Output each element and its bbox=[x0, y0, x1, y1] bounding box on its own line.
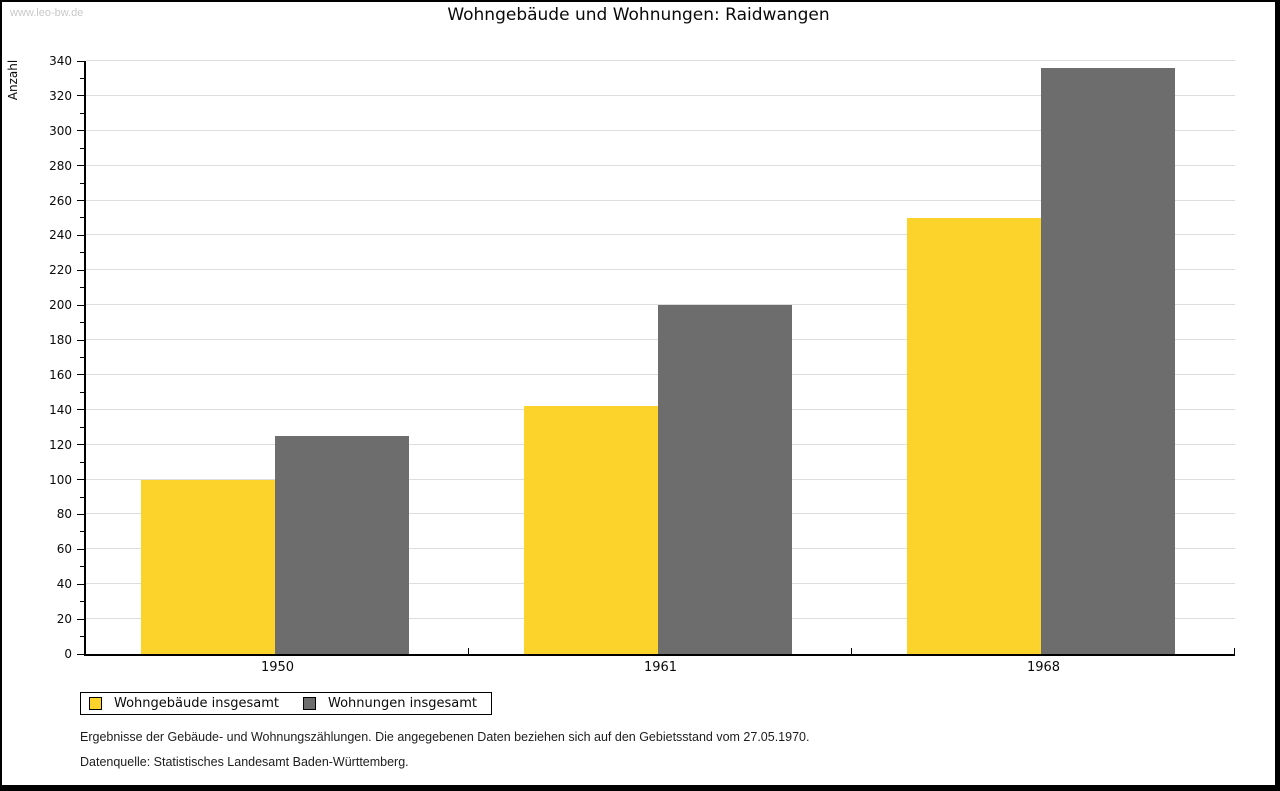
gridline bbox=[86, 94, 1235, 96]
y-axis-minor-tick bbox=[80, 461, 84, 463]
y-axis-tick-label: 60 bbox=[56, 542, 72, 557]
y-axis-tick-label: 320 bbox=[49, 88, 72, 103]
y-axis-minor-tick bbox=[80, 496, 84, 498]
y-axis-tick-label: 340 bbox=[49, 54, 72, 68]
x-category-label: 1968 bbox=[1026, 660, 1061, 675]
bar-1961-wohnungen-insgesamt bbox=[658, 305, 792, 654]
x-category-label: 1961 bbox=[643, 660, 678, 675]
y-axis-tick bbox=[77, 269, 84, 271]
y-axis-tick bbox=[77, 374, 84, 376]
y-axis-minor-tick bbox=[80, 147, 84, 149]
y-axis-tick bbox=[77, 130, 84, 132]
footer-note: Ergebnisse der Gebäude- und Wohnungszähl… bbox=[80, 730, 810, 744]
y-axis-tick-label: 20 bbox=[56, 612, 72, 627]
x-axis-tick bbox=[468, 648, 469, 654]
gridline bbox=[86, 269, 1235, 271]
y-axis-tick bbox=[77, 234, 84, 236]
y-axis-minor-tick bbox=[80, 357, 84, 358]
y-axis-minor-tick bbox=[80, 322, 84, 324]
bar-1950-wohnungen-insgesamt bbox=[275, 436, 409, 654]
y-axis-tick-label: 0 bbox=[64, 647, 72, 661]
legend-box: Wohngebäude insgesamt Wohnungen insgesamt bbox=[80, 692, 492, 715]
y-axis-tick bbox=[77, 339, 84, 341]
y-axis-tick bbox=[77, 409, 84, 411]
legend-item: Wohnungen insgesamt bbox=[303, 696, 477, 711]
y-axis-tick bbox=[77, 548, 84, 550]
gridline bbox=[86, 60, 1235, 61]
y-axis-tick bbox=[77, 165, 84, 167]
y-axis-minor-tick bbox=[80, 112, 84, 114]
gridline bbox=[86, 199, 1235, 201]
y-axis-minor-tick bbox=[80, 601, 84, 603]
y-axis-minor-tick bbox=[80, 531, 84, 533]
y-axis-tick-label: 80 bbox=[56, 507, 72, 522]
y-axis-title: Anzahl bbox=[6, 59, 20, 101]
y-axis-tick-label: 280 bbox=[49, 158, 72, 173]
y-axis-tick-label: 300 bbox=[49, 123, 72, 138]
legend-label: Wohnungen insgesamt bbox=[328, 696, 477, 711]
y-axis-tick bbox=[77, 444, 84, 446]
y-axis-minor-tick bbox=[80, 287, 84, 289]
y-axis-tick-label: 140 bbox=[49, 402, 72, 417]
footer-source: Datenquelle: Statistisches Landesamt Bad… bbox=[80, 755, 409, 769]
gridline bbox=[86, 234, 1235, 236]
y-axis-minor-tick bbox=[80, 182, 84, 184]
y-axis-tick bbox=[77, 60, 84, 62]
y-axis-tick-label: 260 bbox=[49, 193, 72, 208]
site-watermark: www.leo-bw.de bbox=[10, 7, 84, 19]
y-axis-tick-label: 160 bbox=[49, 367, 72, 382]
plot-area: 0 20 40 60 80 100 120 140 160 180 200 220 240 260 280 3… bbox=[49, 54, 1235, 675]
legend-label: Wohngebäude insgesamt bbox=[114, 696, 279, 711]
gridline bbox=[86, 304, 1235, 306]
y-axis-tick-label: 100 bbox=[49, 472, 72, 487]
bar-1968-wohnungen-insgesamt bbox=[1041, 67, 1175, 654]
x-category-label: 1950 bbox=[260, 660, 295, 675]
gridline bbox=[86, 164, 1235, 166]
y-axis-tick bbox=[77, 304, 84, 306]
y-axis-tick-label: 200 bbox=[49, 298, 72, 313]
y-axis-minor-tick bbox=[80, 391, 84, 393]
y-axis-tick-label: 40 bbox=[56, 577, 72, 592]
bar-1961-wohngebäude-insgesamt bbox=[524, 406, 658, 654]
y-axis-tick bbox=[77, 583, 84, 585]
bar-1968-wohngebäude-insgesamt bbox=[907, 217, 1041, 654]
x-axis-tick bbox=[851, 648, 852, 654]
gridline bbox=[86, 129, 1235, 131]
y-axis-tick bbox=[77, 200, 84, 202]
y-axis-minor-tick bbox=[80, 77, 84, 79]
bar-1950-wohngebäude-insgesamt bbox=[141, 479, 275, 654]
y-axis-tick-label: 220 bbox=[49, 263, 72, 278]
y-axis-minor-tick bbox=[80, 566, 84, 568]
y-axis-minor-tick bbox=[80, 217, 84, 219]
y-axis-minor-tick bbox=[80, 252, 84, 254]
y-axis-tick bbox=[77, 95, 84, 97]
y-axis-tick-label: 120 bbox=[49, 437, 72, 452]
y-axis-tick bbox=[77, 513, 84, 515]
legend-swatch bbox=[89, 697, 102, 710]
y-axis-tick-label: 240 bbox=[49, 228, 72, 243]
y-axis-tick bbox=[77, 618, 84, 620]
legend-swatch bbox=[303, 697, 316, 710]
legend-item: Wohngebäude insgesamt bbox=[89, 696, 279, 711]
chart-title: Wohngebäude und Wohnungen: Raidwangen bbox=[447, 5, 830, 25]
x-axis-tick bbox=[1234, 648, 1235, 654]
y-axis-tick-label: 180 bbox=[49, 333, 72, 348]
y-axis-tick bbox=[77, 653, 84, 655]
y-axis-minor-tick bbox=[80, 636, 84, 638]
y-axis-tick bbox=[77, 479, 84, 481]
y-axis-minor-tick bbox=[80, 426, 84, 428]
